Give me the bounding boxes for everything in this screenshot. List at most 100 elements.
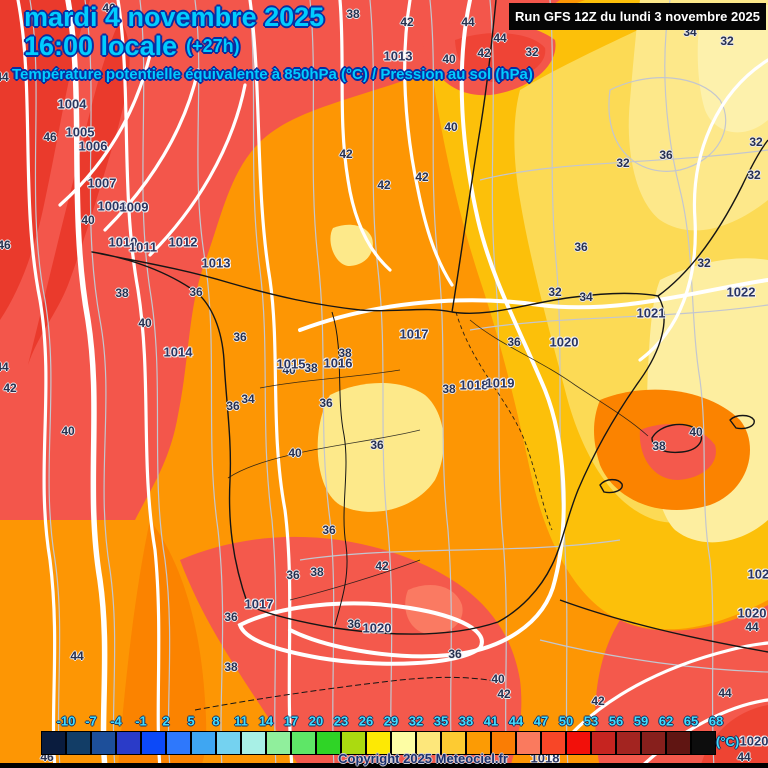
pressure-label: 1016	[323, 355, 353, 371]
temp-label: 42	[377, 178, 391, 192]
scale-tick: 8	[212, 713, 220, 729]
temp-label: 38	[346, 7, 360, 21]
scale-cell	[516, 731, 541, 755]
temp-label: 32	[747, 168, 761, 182]
temp-label: 34	[579, 290, 593, 304]
temp-label: 44	[0, 70, 9, 84]
scale-tick: 20	[308, 713, 324, 729]
scale-tick: 38	[458, 713, 474, 729]
scale-unit-label: (°C)	[716, 734, 740, 749]
temp-label: 40	[282, 363, 296, 377]
pressure-label: 1019	[485, 375, 515, 391]
scale-tick: 47	[533, 713, 549, 729]
scale-tick: 44	[508, 713, 524, 729]
pressure-label: 1018	[459, 377, 489, 393]
temp-label: 36	[322, 523, 336, 537]
copyright-text: Copyright 2025 Meteociel.fr	[338, 751, 508, 766]
scale-cell	[316, 731, 341, 755]
scale-tick: -1	[135, 713, 147, 729]
scale-tick: 32	[408, 713, 424, 729]
scale-cell	[166, 731, 191, 755]
pressure-label: 1015	[276, 356, 306, 372]
temp-label: 40	[442, 52, 456, 66]
scale-tick: 56	[608, 713, 624, 729]
scale-tick: 41	[483, 713, 499, 729]
temp-label: 32	[697, 256, 711, 270]
pressure-label: 1020	[739, 733, 768, 749]
temp-label: 36	[370, 438, 384, 452]
temp-label: 32	[525, 45, 539, 59]
temp-label: 44	[461, 15, 475, 29]
pressure-label: 1021	[636, 305, 666, 321]
scale-cell	[91, 731, 116, 755]
pressure-label: 1020	[737, 605, 767, 621]
scale-cell	[191, 731, 216, 755]
temp-label: 44	[70, 649, 84, 663]
temp-label: 46	[102, 1, 116, 15]
temp-label: 40	[61, 424, 75, 438]
scale-cell	[216, 731, 241, 755]
scale-cell	[691, 731, 716, 755]
scale-tick: 26	[358, 713, 374, 729]
temp-label: 42	[497, 687, 511, 701]
temp-label: 32	[749, 135, 763, 149]
temp-label: 42	[591, 694, 605, 708]
date-title: mardi 4 novembre 2025	[24, 2, 325, 32]
temp-label: 36	[319, 396, 333, 410]
temp-label: 38	[310, 565, 324, 579]
scale-tick: -7	[85, 713, 97, 729]
temp-label: 38	[442, 382, 456, 396]
pressure-label: 1013	[383, 48, 413, 64]
scale-tick: 65	[683, 713, 699, 729]
temp-label: 42	[477, 46, 491, 60]
scale-cell	[116, 731, 141, 755]
scale-cell	[591, 731, 616, 755]
temp-label: 36	[233, 330, 247, 344]
scale-tick: 5	[187, 713, 195, 729]
scale-cell	[366, 731, 391, 755]
temp-label: 32	[616, 156, 630, 170]
scale-cell	[416, 731, 441, 755]
pressure-label: 1017	[244, 596, 274, 612]
temp-label: 40	[689, 425, 703, 439]
pressure-label: 1021	[747, 566, 768, 582]
temp-label: 40	[288, 446, 302, 460]
pressure-label: 1020	[362, 620, 392, 636]
temp-label: 44	[493, 31, 507, 45]
time-title: 16:00 locale (+27h)	[24, 31, 240, 62]
temp-label: 42	[3, 381, 17, 395]
pressure-label: 1007	[87, 175, 117, 191]
temp-label: 36	[224, 610, 238, 624]
scale-cell	[666, 731, 691, 755]
white-isobar-lines	[16, 0, 768, 768]
scale-tick: 68	[708, 713, 724, 729]
scale-cell	[391, 731, 416, 755]
pressure-label: 1004	[57, 96, 87, 112]
temp-label: 44	[718, 686, 732, 700]
temp-label: 32	[720, 34, 734, 48]
forecast-offset: (+27h)	[186, 36, 240, 56]
temp-label: 36	[226, 399, 240, 413]
pressure-label: 1005	[65, 124, 95, 140]
temp-label: 38	[304, 361, 318, 375]
scale-tick: 62	[658, 713, 674, 729]
scale-cell	[341, 731, 366, 755]
temp-label: 46	[0, 238, 11, 252]
temp-label: 38	[338, 346, 352, 360]
pressure-label: 1006	[78, 138, 108, 154]
scale-tick: 14	[258, 713, 274, 729]
temp-label: 46	[43, 130, 57, 144]
temp-label: 36	[574, 240, 588, 254]
bottom-black-bar	[0, 763, 768, 768]
scale-cell	[566, 731, 591, 755]
scale-tick: 17	[283, 713, 299, 729]
temp-label: 42	[400, 15, 414, 29]
scale-tick: -10	[56, 713, 76, 729]
scale-cell	[66, 731, 91, 755]
temp-label: 44	[0, 360, 9, 374]
pressure-label: 1017	[399, 326, 429, 342]
temp-label: 42	[415, 170, 429, 184]
